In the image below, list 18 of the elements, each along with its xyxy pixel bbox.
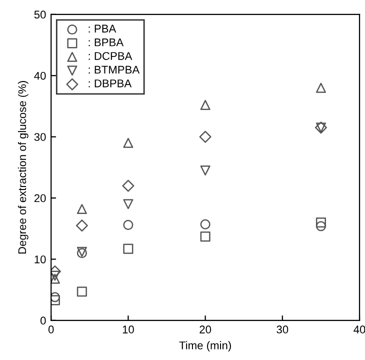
- y-tick-label: 0: [40, 316, 46, 325]
- y-tick-label: 40: [34, 72, 46, 80]
- y-axis-title: Degree of extraction of glucose (%): [18, 81, 28, 254]
- y-tick-label: 20: [34, 194, 46, 202]
- x-axis-title: Time (min): [179, 341, 231, 352]
- legend-label: : DBPBA: [88, 80, 132, 88]
- legend-label: : BPBA: [88, 38, 124, 46]
- legend-label: : DCPBA: [88, 52, 132, 60]
- x-tick-label: 0: [48, 326, 54, 334]
- x-tick-label: 10: [122, 326, 134, 334]
- legend-label: : PBA: [88, 24, 116, 32]
- y-tick-label: 50: [34, 10, 46, 19]
- y-tick-label: 10: [34, 255, 46, 264]
- x-tick-label: 40: [354, 326, 365, 334]
- legend-label: : BTMPBA: [88, 66, 140, 74]
- x-tick-label: 30: [276, 326, 288, 334]
- y-tick-label: 30: [34, 133, 46, 141]
- x-tick-label: 20: [200, 326, 212, 334]
